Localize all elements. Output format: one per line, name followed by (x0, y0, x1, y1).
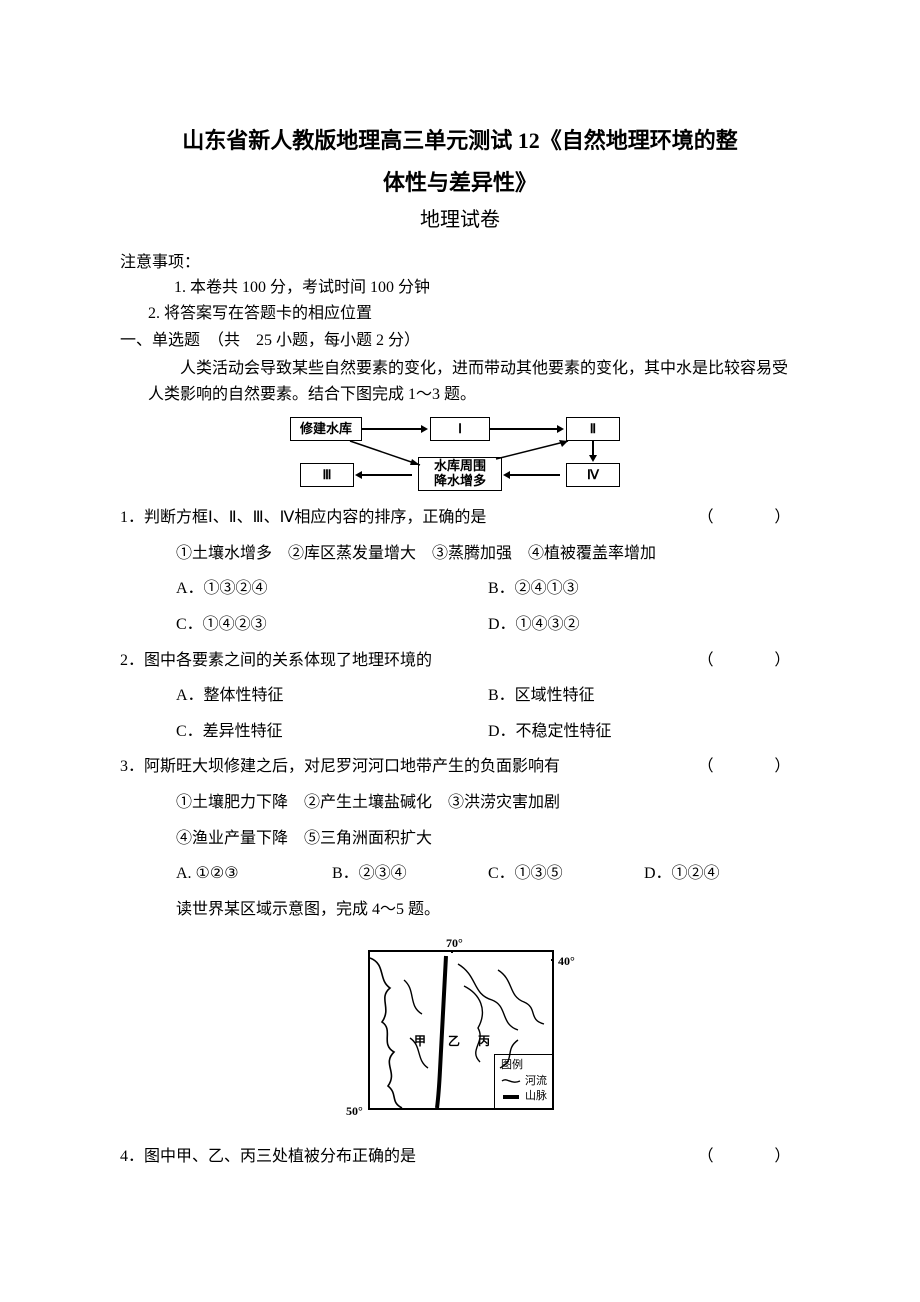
q1-option-A: A．①③②④ (176, 576, 488, 602)
q4-paren: （ ） (698, 1144, 800, 1170)
q3-line1: ①土壤肥力下降 ②产生土壤盐碱化 ③洪涝灾害加剧 (120, 790, 800, 816)
title-line1: 山东省新人教版地理高三单元测试 12《自然地理环境的整 (120, 120, 800, 162)
notice-item-2: 2. 将答案写在答题卡的相应位置 (120, 301, 800, 327)
d2-legend: 图例 河流 山脉 (494, 1054, 554, 1109)
d2-legend-river: 河流 (525, 1074, 547, 1089)
question-3: 3．阿斯旺大坝修建之后，对尼罗河河口地带产生的负面影响有 （ ） ①土壤肥力下降… (120, 754, 800, 922)
d2-legend-mountain: 山脉 (525, 1089, 547, 1104)
question-2: 2．图中各要素之间的关系体现了地理环境的 （ ） A．整体性特征 B．区域性特征… (120, 648, 800, 745)
question-4: 4．图中甲、乙、丙三处植被分布正确的是 （ ） (120, 1144, 800, 1170)
q3-option-D: D．①②④ (644, 861, 800, 887)
diagram-1: 修建水库 Ⅰ Ⅱ Ⅲ 水库周围 降水增多 Ⅳ (120, 417, 800, 493)
q1-option-C: C．①④②③ (176, 612, 488, 638)
q1-option-D: D．①④③② (488, 612, 800, 638)
q2-paren: （ ） (698, 648, 800, 674)
notice-item-1: 1. 本卷共 100 分，考试时间 100 分钟 (120, 275, 800, 301)
d2-legend-title: 图例 (501, 1058, 547, 1073)
d1-box-II: Ⅱ (566, 417, 620, 441)
passage-1: 人类活动会导致某些自然要素的变化，进而带动其他要素的变化，其中水是比较容易受人类… (120, 356, 800, 407)
q3-line2: ④渔业产量下降 ⑤三角洲面积扩大 (120, 826, 800, 852)
d1-box-IV: Ⅳ (566, 463, 620, 487)
d1-box-I: Ⅰ (430, 417, 490, 441)
d2-label-bing: 丙 (478, 1032, 490, 1051)
d1-box-build: 修建水库 (290, 417, 362, 441)
d2-lat-top: 40° (558, 952, 575, 971)
question-1: 1．判断方框Ⅰ、Ⅱ、Ⅲ、Ⅳ相应内容的排序，正确的是 （ ） ①土壤水增多 ②库区… (120, 505, 800, 637)
q2-option-B: B．区域性特征 (488, 683, 800, 709)
q1-stem: 1．判断方框Ⅰ、Ⅱ、Ⅲ、Ⅳ相应内容的排序，正确的是 (120, 509, 486, 526)
q1-circled: ①土壤水增多 ②库区蒸发量增大 ③蒸腾加强 ④植被覆盖率增加 (120, 541, 800, 567)
d1-box-mid: 水库周围 降水增多 (418, 457, 502, 491)
q2-option-A: A．整体性特征 (176, 683, 488, 709)
read-passage-2: 读世界某区域示意图，完成 4～5 题。 (120, 897, 800, 923)
d1-box-III: Ⅲ (300, 463, 354, 487)
q3-option-B: B．②③④ (332, 861, 488, 887)
q4-stem: 4．图中甲、乙、丙三处植被分布正确的是 (120, 1148, 416, 1165)
q2-stem: 2．图中各要素之间的关系体现了地理环境的 (120, 652, 432, 669)
q2-option-C: C．差异性特征 (176, 719, 488, 745)
d2-lat-bottom: 50° (346, 1102, 363, 1121)
q3-option-C: C．①③⑤ (488, 861, 644, 887)
q1-paren: （ ） (698, 505, 800, 531)
q3-paren: （ ） (698, 754, 800, 780)
section-single-choice: 一、单选题 （共 25 小题，每小题 2 分） (120, 328, 800, 354)
q1-option-B: B．②④①③ (488, 576, 800, 602)
title-line2: 体性与差异性》 (120, 162, 800, 204)
q3-option-A: A. ①②③ (176, 861, 332, 887)
q2-option-D: D．不稳定性特征 (488, 719, 800, 745)
notice-heading: 注意事项： (120, 250, 800, 276)
diagram-2: 70° 40° 50° 甲 乙 丙 图例 (120, 936, 800, 1126)
q3-stem: 3．阿斯旺大坝修建之后，对尼罗河河口地带产生的负面影响有 (120, 758, 560, 775)
d2-label-yi: 乙 (448, 1032, 460, 1051)
d2-label-jia: 甲 (414, 1032, 426, 1051)
subject-line: 地理试卷 (120, 204, 800, 236)
